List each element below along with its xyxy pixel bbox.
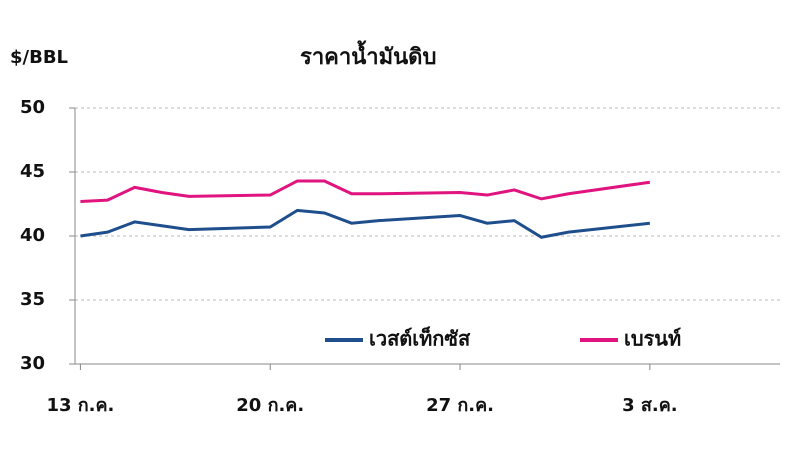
y-tick-label: 35 bbox=[20, 289, 45, 310]
chart-title: ราคาน้ำมันดิบ bbox=[300, 40, 436, 70]
line-series bbox=[80, 179, 651, 203]
legend-label: เวสต์เท็กซัส bbox=[369, 326, 471, 351]
legend-label: เบรนท์ bbox=[624, 327, 681, 351]
x-tick-label: 27 ก.ค. bbox=[426, 395, 494, 416]
x-tick-label: 13 ก.ค. bbox=[46, 395, 114, 416]
x-tick-label: 20 ก.ค. bbox=[236, 395, 304, 416]
line-series bbox=[80, 208, 651, 239]
y-axis-label: $/BBL bbox=[10, 47, 68, 68]
x-tick-label: 3 ส.ค. bbox=[622, 395, 678, 416]
y-tick-label: 40 bbox=[20, 225, 45, 246]
y-tick-label: 50 bbox=[20, 97, 45, 118]
y-tick-label: 45 bbox=[20, 161, 45, 182]
y-tick-label: 30 bbox=[20, 353, 45, 374]
